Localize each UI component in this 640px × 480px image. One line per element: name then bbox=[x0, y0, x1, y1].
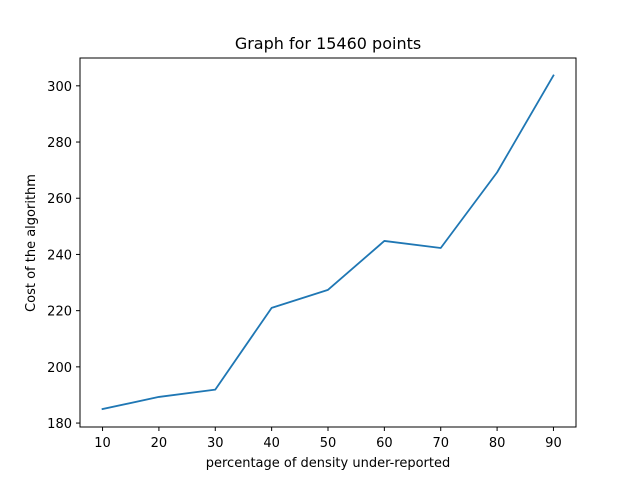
x-tick-label-30: 30 bbox=[207, 436, 224, 451]
series-line-0 bbox=[101, 74, 555, 411]
y-tick-label-280: 280 bbox=[47, 136, 72, 151]
x-tick-label-70: 70 bbox=[432, 436, 449, 451]
x-tick-label-90: 90 bbox=[545, 436, 562, 451]
x-axis-label: percentage of density under-reported bbox=[206, 456, 451, 471]
y-tick-label-300: 300 bbox=[47, 80, 72, 95]
x-tick-label-20: 20 bbox=[151, 436, 168, 451]
plot-area: 10 20 30 40 50 60 70 80 90 180 200 220 240 260 280 300 bbox=[47, 57, 577, 451]
x-tick-label-40: 40 bbox=[263, 436, 280, 451]
y-tick-label-200: 200 bbox=[47, 361, 72, 376]
y-tick-label-220: 220 bbox=[47, 305, 72, 320]
y-axis-label: Cost of the algorithm bbox=[24, 174, 39, 312]
y-tick-label-180: 180 bbox=[47, 417, 72, 432]
x-tick-label-10: 10 bbox=[94, 436, 111, 451]
x-tick-label-80: 80 bbox=[489, 436, 506, 451]
y-tick-label-240: 240 bbox=[47, 248, 72, 263]
x-tick-label-50: 50 bbox=[320, 436, 337, 451]
x-tick-label-60: 60 bbox=[376, 436, 393, 451]
y-tick-label-260: 260 bbox=[47, 192, 72, 207]
chart-title: Graph for 15460 points bbox=[235, 34, 421, 53]
